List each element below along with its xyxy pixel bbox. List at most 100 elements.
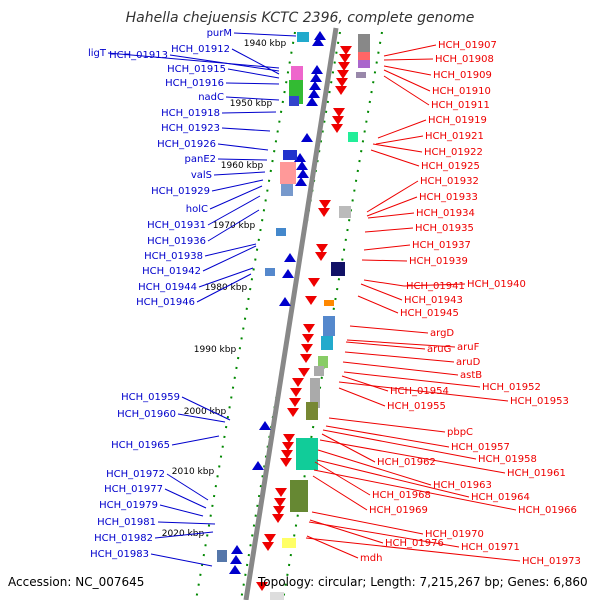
gene-block [358,52,370,60]
right-gene-label: HCH_01943 [404,295,463,306]
left-gene-label: panE2 [185,154,217,165]
gene-block [310,378,320,408]
gene-block [296,438,318,470]
right-gene-label: HCH_01973 [522,556,581,567]
gene-arrow [333,108,345,117]
gene-arrow [315,252,327,261]
gene-arrow [256,582,268,591]
right-gene-label: HCH_01925 [421,161,480,172]
right-gene-label: HCH_01908 [435,54,494,65]
label-leader [209,185,263,210]
right-gene-label: HCH_01953 [510,396,569,407]
right-gene-label: HCH_01941 [406,281,465,292]
gene-block [282,538,296,548]
gene-arrow [296,161,308,170]
gene-arrow [289,398,301,407]
gene-block [356,72,366,78]
right-gene-label: HCH_01969 [369,505,428,516]
label-leader [181,396,231,421]
gene-block [306,402,318,420]
kbp-label: 1960 kbp [221,161,264,171]
label-leader [207,209,260,242]
gene-tracks [217,31,370,600]
label-leader [375,135,424,145]
right-gene-label: HCH_01964 [471,492,530,503]
gene-arrow [331,124,343,133]
gene-block [289,96,299,106]
label-leader [305,537,521,562]
gene-arrow [272,514,284,523]
right-gene-label: HCH_01961 [507,468,566,479]
gene-arrow [292,378,304,387]
right-gene-label: HCH_01955 [387,401,446,412]
label-leader [198,267,254,288]
label-leader [221,127,271,132]
gene-arrow [302,334,314,343]
left-gene-label: HCH_01977 [104,484,163,495]
left-gene-label: HCH_01926 [157,139,216,150]
left-gene-label: HCH_01929 [151,186,210,197]
gene-block [358,60,370,68]
label-leader [316,459,470,498]
left-gene-label: HCH_01972 [106,469,165,480]
gene-arrow [316,244,328,253]
gene-block [314,366,324,376]
left-gene-label: HCH_01944 [138,282,197,293]
left-gene-label: purM [207,28,232,39]
gene-arrow [259,421,271,430]
left-gene-label: HCH_01982 [94,533,153,544]
gene-arrow [290,388,302,397]
right-gene-labels: HCH_01907 HCH_01908 HCH_01909 HCH_01910 HCH_… [305,40,581,567]
label-leader [225,82,280,85]
gene-block [323,316,335,336]
scale-line-right [240,31,341,600]
label-leader [338,381,509,402]
gene-arrow [306,97,318,106]
topology-text: Topology: circular; Length: 7,215,267 bp… [257,575,588,589]
label-leader [321,433,376,463]
label-leader [377,119,427,139]
label-leader [325,425,450,448]
scale-line-left [195,31,296,600]
gene-arrow [252,461,264,470]
label-leader [361,259,408,262]
gene-arrow [295,177,307,186]
label-leader [328,417,446,433]
label-leader [366,180,419,213]
left-gene-label: HCH_01931 [147,220,206,231]
label-leader [157,521,216,525]
label-leader [312,475,368,511]
right-gene-label: HCH_01932 [420,176,479,187]
label-leader [171,435,220,446]
label-leader [383,44,437,57]
gene-arrow [284,253,296,262]
right-gene-label: HCH_01935 [415,223,474,234]
label-leader [357,295,399,314]
accession-text: Accession: NC_007645 [8,575,144,589]
label-leader [363,279,405,287]
left-gene-label: HCH_01946 [136,297,195,308]
label-leader [342,361,459,376]
right-gene-label: pbpC [447,427,473,438]
label-leader [311,511,424,535]
right-gene-label: HCH_01919 [428,115,487,126]
label-leader [306,535,359,559]
gene-block [276,228,286,236]
label-leader [383,58,434,61]
label-leader [345,341,426,350]
label-leader [370,149,420,167]
left-gene-label: valS [191,170,212,181]
gene-arrow [339,54,351,63]
gene-block [318,356,328,368]
gene-arrow [281,450,293,459]
gene-arrow [309,81,321,90]
label-leader [341,375,389,392]
left-gene-label: HCH_01960 [117,409,176,420]
kbp-label: 1990 kbp [194,345,237,355]
gene-arrow [275,488,287,497]
gene-block [280,162,296,184]
right-gene-label: HCH_01963 [433,480,492,491]
kbp-label: 1970 kbp [213,221,256,231]
gene-arrow [335,86,347,95]
left-gene-label: HCH_01913 [109,50,168,61]
